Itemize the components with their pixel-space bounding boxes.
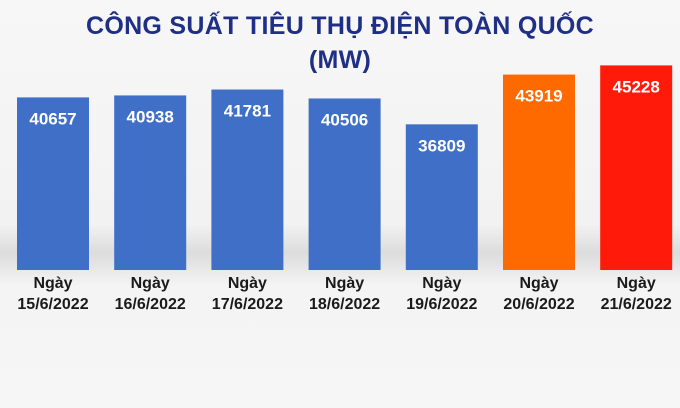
bar-1 bbox=[17, 97, 89, 270]
data-label-5: 36809 bbox=[418, 136, 465, 155]
bar-3 bbox=[211, 89, 284, 271]
bar-2 bbox=[114, 95, 187, 271]
data-label-6: 43919 bbox=[515, 87, 562, 106]
chart-unit: (MW) bbox=[308, 46, 372, 74]
bar-5 bbox=[405, 124, 478, 270]
x-tick-label-2: Ngày 16/6/2022 bbox=[115, 275, 186, 313]
x-tick-label-6: Ngày 20/6/2022 bbox=[503, 275, 574, 313]
x-tick-label-3: Ngày 17/6/2022 bbox=[212, 275, 283, 313]
bar-4 bbox=[308, 98, 381, 270]
data-label-1: 40657 bbox=[29, 109, 76, 128]
data-label-4: 40506 bbox=[321, 110, 368, 129]
x-tick-label-5: Ngày 19/6/2022 bbox=[406, 275, 477, 313]
bar-6 bbox=[503, 74, 575, 270]
data-label-2: 40938 bbox=[127, 107, 174, 126]
x-tick-label-7: Ngày 21/6/2022 bbox=[601, 275, 672, 313]
data-label-7: 45228 bbox=[613, 77, 660, 96]
data-label-3: 41781 bbox=[224, 102, 271, 121]
chart-title: CÔNG SUẤT TIÊU THỤ ĐIỆN TOÀN QUỐC bbox=[85, 12, 595, 40]
bar-7 bbox=[600, 65, 673, 271]
x-tick-label-1: Ngày 15/6/2022 bbox=[17, 275, 88, 313]
x-tick-label-4: Ngày 18/6/2022 bbox=[309, 275, 380, 313]
